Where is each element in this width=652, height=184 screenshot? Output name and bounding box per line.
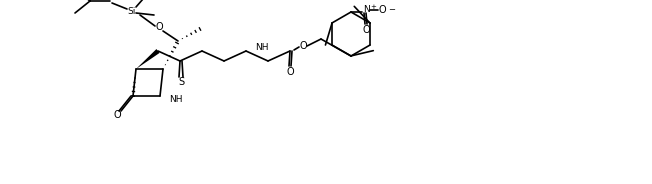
- Text: NH: NH: [255, 43, 269, 52]
- Text: NH: NH: [169, 95, 183, 103]
- Text: Si: Si: [128, 6, 136, 15]
- Text: S: S: [178, 77, 184, 87]
- Text: O: O: [299, 41, 307, 51]
- Text: −: −: [388, 6, 395, 15]
- Text: N: N: [363, 6, 370, 15]
- Text: O: O: [378, 5, 386, 15]
- Text: +: +: [370, 4, 376, 10]
- Text: O: O: [113, 110, 121, 120]
- Polygon shape: [136, 49, 160, 69]
- Text: O: O: [287, 67, 294, 77]
- Text: O: O: [363, 25, 370, 35]
- Text: O: O: [155, 22, 163, 32]
